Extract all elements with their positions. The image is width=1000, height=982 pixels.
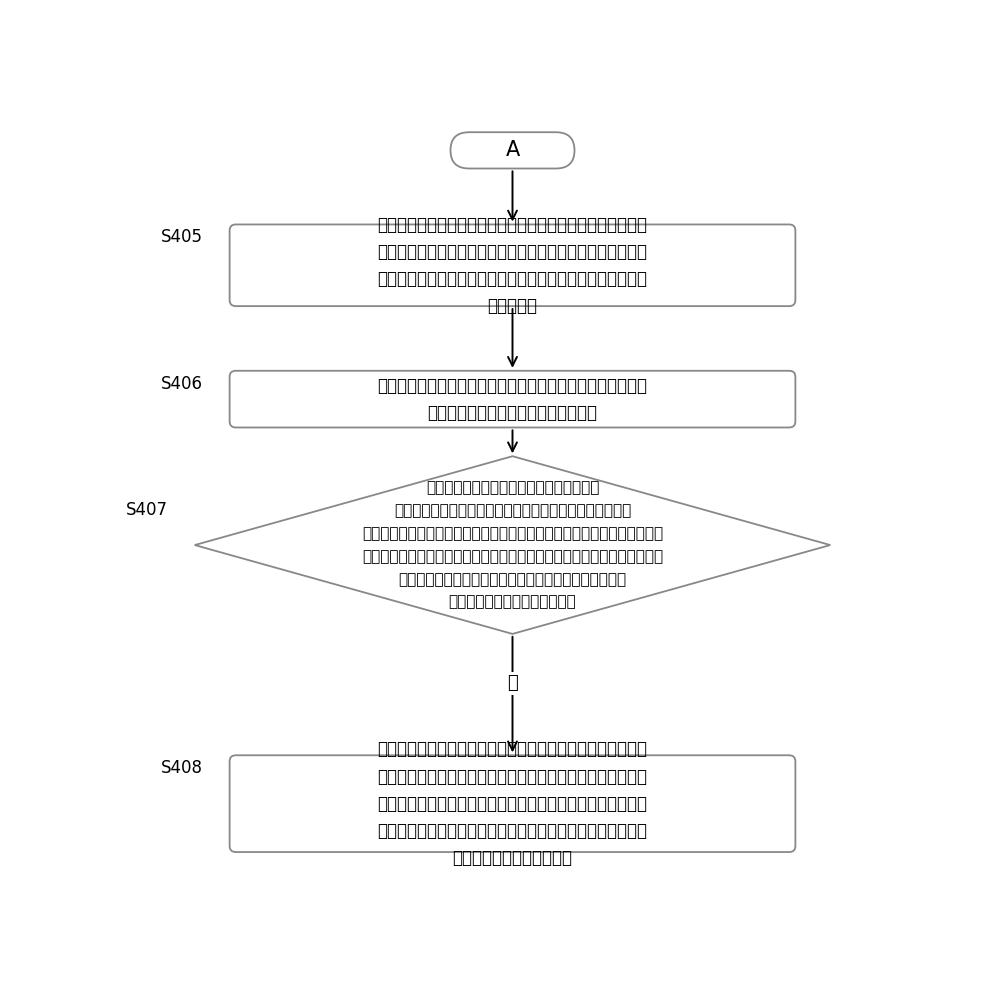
Text: S406: S406 bbox=[160, 374, 202, 393]
Text: S407: S407 bbox=[126, 501, 168, 518]
Text: 采集混合超短激光脉冲在金属或合金产品表面形成的光斑在金
属或合金产品的待检测表面所处的图像: 采集混合超短激光脉冲在金属或合金产品表面形成的光斑在金 属或合金产品的待检测表面… bbox=[378, 376, 648, 421]
Polygon shape bbox=[195, 457, 830, 634]
Text: S408: S408 bbox=[160, 759, 202, 777]
FancyBboxPatch shape bbox=[230, 225, 795, 306]
Text: 利用激光脉冲合成装置将高斯激光脉冲、环形激光脉冲进行合
束从而生成混合超短激光脉冲，并将合束后的超短激光脉冲进
行聚焦，并将聚焦后的混合超短激光脉冲打到一待检测: 利用激光脉冲合成装置将高斯激光脉冲、环形激光脉冲进行合 束从而生成混合超短激光脉… bbox=[378, 216, 648, 315]
Text: 否: 否 bbox=[507, 675, 518, 692]
FancyBboxPatch shape bbox=[230, 371, 795, 427]
Text: S405: S405 bbox=[160, 228, 202, 246]
FancyBboxPatch shape bbox=[450, 133, 574, 169]
Text: A: A bbox=[505, 140, 520, 160]
FancyBboxPatch shape bbox=[230, 755, 795, 852]
Text: 调整聚焦后的第二激光束在金属或合金产品的待检测表面的环
形光斑的瑞利长度至预设定的第一长度阈值且环形光斑至预设
定的第一焦点位置以及第一激光束在金属或合金产品的: 调整聚焦后的第二激光束在金属或合金产品的待检测表面的环 形光斑的瑞利长度至预设定… bbox=[378, 740, 648, 867]
Text: 依据采集到的图像判断聚焦后的第二激光束
在金属或合金产品的待检测表面的环形光斑的瑞利长度是否
为预设定的第一长度阈值且环形光斑是否在预设定的第一焦点位置，依据采: 依据采集到的图像判断聚焦后的第二激光束 在金属或合金产品的待检测表面的环形光斑的… bbox=[362, 480, 663, 610]
